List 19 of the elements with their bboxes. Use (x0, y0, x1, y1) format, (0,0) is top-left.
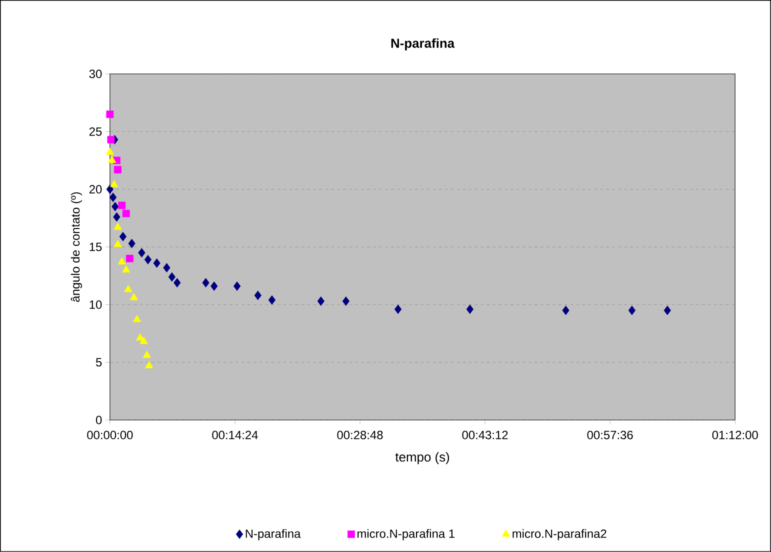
x-axis-title: tempo (s) (395, 452, 450, 464)
y-tick-label: 5 (96, 358, 102, 367)
y-tick-label: 30 (89, 70, 102, 78)
x-tick-label: 01:12:00 (712, 430, 758, 440)
legend-label: micro.N-parafina2 (512, 529, 606, 540)
legend-label: N-parafina (246, 529, 301, 540)
chart-title: N-parafina (391, 38, 455, 50)
x-tick-label: 00:14:24 (212, 430, 258, 440)
y-tick-label: 20 (89, 185, 102, 194)
y-tick-label: 15 (90, 242, 102, 252)
legend-label: micro.N-parafina 1 (358, 529, 454, 540)
y-axis-title: ângulo de contato (º) (70, 192, 82, 302)
x-tick-label: 00:00:00 (87, 430, 133, 440)
y-tick-label: 0 (96, 416, 102, 424)
y-tick-label: 25 (89, 127, 102, 136)
x-tick-label: 00:28:48 (337, 430, 383, 440)
x-tick-label: 00:57:36 (587, 430, 633, 440)
x-tick-label: 00:43:12 (462, 430, 508, 440)
y-tick-label: 10 (90, 300, 102, 309)
